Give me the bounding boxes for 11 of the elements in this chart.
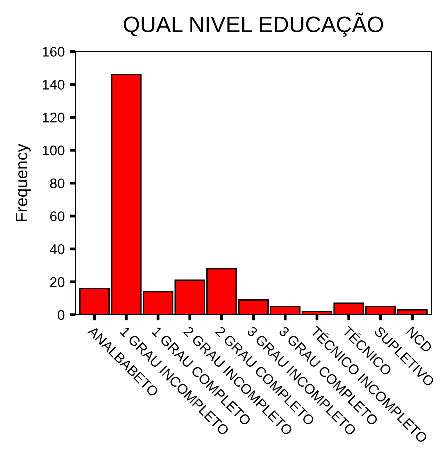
y-tick-label: 80 xyxy=(50,178,65,189)
y-tick-label: 160 xyxy=(43,47,65,57)
y-tick-label: 0 xyxy=(58,310,65,320)
y-tick-label: 40 xyxy=(50,244,65,254)
y-tick-label: 140 xyxy=(43,80,65,90)
y-axis-title: Frequency xyxy=(16,144,31,222)
chart-title: QUAL NIVEL EDUCAÇÃO xyxy=(124,12,384,38)
y-tick-label: 120 xyxy=(43,112,65,123)
y-tick-label: 60 xyxy=(50,212,65,222)
y-tick-label: 100 xyxy=(43,146,65,156)
y-tick-label: 20 xyxy=(50,277,65,288)
